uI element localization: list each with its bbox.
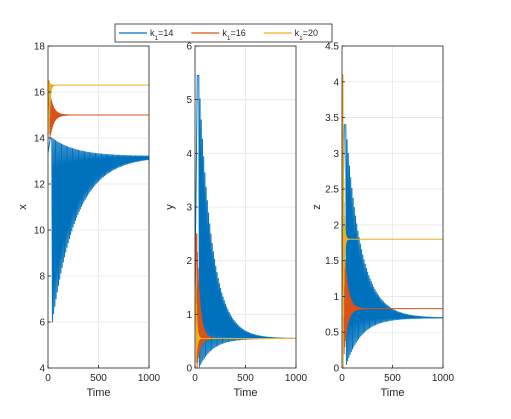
y-tick-label: 6	[186, 42, 192, 53]
legend-box	[114, 23, 333, 43]
y-tick-label: 3	[186, 203, 192, 214]
y-tick-label: 1.5	[325, 256, 339, 267]
y-axis-label: x	[17, 204, 29, 210]
y-tick-label: 4.5	[325, 42, 339, 53]
y-tick-label: 8	[39, 272, 45, 283]
y-tick-label: 4	[333, 77, 339, 88]
y-tick-label: 0	[333, 364, 339, 375]
y-tick-label: 5	[186, 95, 192, 106]
y-tick-label: 16	[34, 88, 46, 99]
subplot-z: 0 0.5 1 1.5 2 2.5 3 3.5 4 4.5 0 500 1000 Time z	[311, 42, 455, 400]
series-line-k1=20	[195, 287, 296, 364]
y-axis-label: z	[311, 204, 323, 210]
y-tick-label: 1	[186, 310, 192, 321]
series-line-k1=20	[48, 80, 149, 134]
x-tick-label: 500	[384, 373, 401, 384]
subplot-y: 0 1 2 3 4 5 6 0 500 1000 Time y	[164, 42, 308, 400]
subplot-x: 4 6 8 10 12 14 16 18 0 500 1000 Time x	[17, 42, 161, 400]
x-axis-label: Time	[380, 387, 404, 399]
y-tick-label: 0	[186, 364, 192, 375]
x-tick-label: 1000	[138, 373, 161, 384]
series-line-k1=16	[48, 91, 149, 139]
x-tick-label: 1000	[285, 373, 308, 384]
series-line-k1=14	[342, 124, 443, 365]
x-axis-label: Time	[86, 387, 110, 399]
series-group	[342, 74, 443, 368]
y-tick-label: 4	[39, 364, 45, 375]
y-tick-label: 6	[39, 318, 45, 329]
legend: k1=14 k1=16 k1=20	[114, 23, 333, 43]
series-line-k1=16	[342, 238, 443, 355]
y-axis-label: y	[164, 204, 176, 210]
series-group	[195, 75, 296, 368]
series-line-k1=14	[48, 137, 149, 323]
legend-entry-label: k1=16	[222, 28, 245, 42]
y-tick-label: 4	[186, 149, 192, 160]
x-tick-label: 0	[45, 373, 51, 384]
y-tick-label: 2	[333, 220, 339, 231]
y-tick-label: 0.5	[325, 328, 339, 339]
x-tick-label: 1000	[432, 373, 455, 384]
x-tick-label: 0	[192, 373, 198, 384]
legend-entry-label: k1=20	[295, 28, 318, 42]
y-tick-label: 10	[34, 226, 46, 237]
x-tick-label: 0	[339, 373, 345, 384]
y-tick-label: 2	[186, 256, 192, 267]
y-tick-label: 2.5	[325, 185, 339, 196]
x-axis-label: Time	[233, 387, 257, 399]
series-line-k1=20	[342, 74, 443, 368]
x-tick-label: 500	[237, 373, 254, 384]
y-tick-label: 3	[333, 149, 339, 160]
y-tick-label: 1	[333, 292, 339, 303]
legend-entry-label: k1=14	[150, 28, 173, 42]
y-tick-label: 3.5	[325, 113, 339, 124]
x-tick-label: 500	[90, 373, 107, 384]
y-tick-label: 18	[34, 42, 46, 53]
y-tick-label: 12	[34, 180, 46, 191]
series-group	[48, 80, 149, 323]
y-tick-label: 14	[34, 134, 46, 145]
